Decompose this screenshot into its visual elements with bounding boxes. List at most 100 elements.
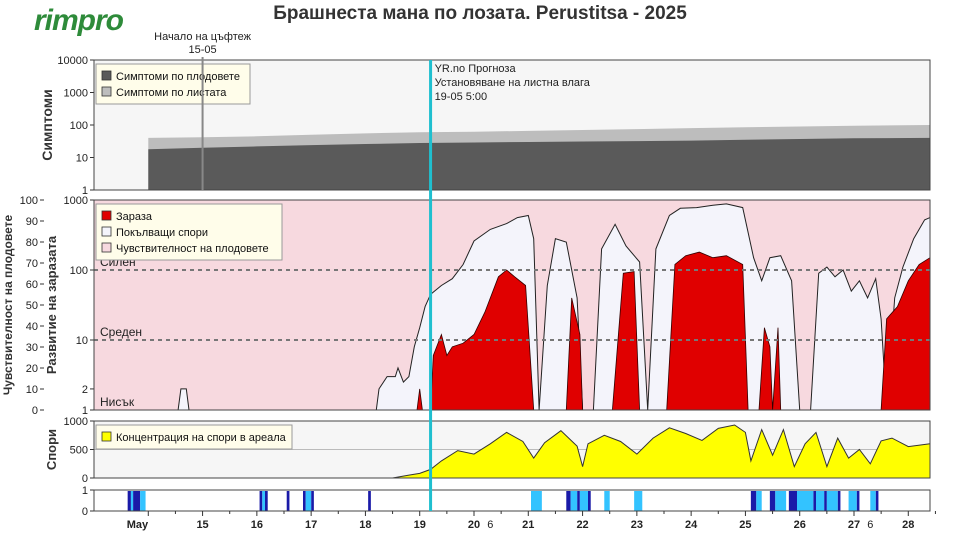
legend-entry: Симптоми по плодовете [116, 71, 240, 83]
panel-frame [93, 199, 931, 411]
x-tick-label: 20 [468, 519, 480, 531]
wetness-bar [127, 491, 131, 511]
y2-tick-label: 10 [26, 384, 38, 396]
wetness-bar [566, 491, 571, 511]
legend-entry: Концентрация на спори в ареала [116, 432, 287, 444]
risk-legend-box [95, 203, 283, 261]
y-tick-label: 100 [70, 120, 88, 132]
panel-frame [93, 59, 931, 191]
spores-axis-label: Спори [44, 429, 59, 470]
wetness-bar [133, 491, 141, 511]
x-tick-label: 19 [414, 519, 426, 531]
risk-legend: Зараза Покълващи спори Чувствителност на п… [95, 203, 283, 261]
wetness-bar [130, 491, 134, 511]
wetness-bar [588, 491, 591, 511]
wetness-bar [848, 491, 857, 511]
y-tick-label: 10 [76, 335, 88, 347]
spores-legend: Концентрация на спори в ареала [95, 424, 293, 450]
y-tick-label: 1000 [64, 88, 88, 100]
wetness-bar [305, 491, 312, 511]
wetness-bar [262, 491, 265, 511]
y-tick-label: 500 [70, 445, 88, 457]
wetness-bar [813, 491, 816, 511]
y-tick-label: 10 [76, 153, 88, 165]
y-tick-label: 1 [82, 405, 88, 417]
forecast-date: 19-05 5:00 [435, 91, 488, 103]
y2-tick-label: 40 [26, 321, 38, 333]
wetness-bar [788, 491, 797, 511]
y2-tick-label: 70 [26, 258, 38, 270]
y2-tick-label: 80 [26, 237, 38, 249]
panel-frame [93, 420, 931, 479]
x-tick-label: 21 [522, 519, 534, 531]
legend-swatch [101, 86, 112, 97]
wetness-bar [368, 491, 371, 511]
wetness-bar [875, 491, 879, 511]
wetness-bar [856, 491, 860, 511]
wetness-bar [259, 491, 263, 511]
y-tick-label: 10000 [57, 55, 88, 67]
wetness-bar [531, 491, 542, 511]
wetness-bar [570, 491, 578, 511]
legend-swatch [101, 226, 112, 237]
y-tick-label: 100 [70, 265, 88, 277]
y2-tick-label: 0 [32, 405, 38, 417]
x-tick-label: 25 [739, 519, 751, 531]
wetness-bar [816, 491, 825, 511]
infection-axis-label: Развитие на заразата [44, 235, 59, 374]
y-tick-label: 0 [82, 473, 88, 485]
wetness-bar [303, 491, 306, 511]
panel-frame [93, 489, 931, 512]
wetness-bar [577, 491, 580, 511]
y2-tick-label: 30 [26, 342, 38, 354]
wetness-bar [870, 491, 876, 511]
wetness-bar [604, 491, 610, 511]
x-tick-label: 26 [794, 519, 806, 531]
threshold-label: Нисък [100, 395, 135, 409]
leaf-wetness-label: Установяване на листна влага [435, 77, 591, 89]
bloom-start-label: Начало на цъфтеж [154, 31, 252, 43]
legend-entry: Зараза [116, 211, 153, 223]
wetness-bar [756, 491, 762, 511]
y-tick-label: 1000 [64, 416, 88, 428]
bloom-start-date: 15-05 [189, 44, 217, 56]
y2-tick-label: 90 [26, 216, 38, 228]
x-minor-label: 6 [487, 519, 493, 531]
y-tick-label: 1 [82, 185, 88, 197]
x-tick-label: 28 [902, 519, 914, 531]
wetness-bar [775, 491, 787, 511]
wetness-bar [750, 491, 757, 511]
susceptibility-axis-label: Чувствителност на плодовете [1, 215, 15, 396]
legend-entry: Симптоми по листата [116, 87, 227, 99]
rimpro-logo: rimpro [34, 4, 124, 37]
wetness-bar [634, 491, 643, 511]
wetness-bar [769, 491, 776, 511]
legend-swatch [101, 210, 112, 221]
wetness-bar [826, 491, 838, 511]
x-tick-label: 15 [196, 519, 208, 531]
germinating-spores-line [148, 203, 931, 411]
symptoms-axis-label: Симптоми [39, 89, 55, 161]
x-minor-label: 6 [867, 519, 873, 531]
y2-tick-label: 20 [26, 363, 38, 375]
x-tick-label: 17 [305, 519, 317, 531]
wetness-bar [824, 491, 827, 511]
x-tick-label: 24 [685, 519, 698, 531]
x-tick-label: May [127, 519, 149, 531]
x-tick-label: 18 [359, 519, 371, 531]
wetness-bar [837, 491, 841, 511]
x-tick-label: 16 [251, 519, 263, 531]
legend-swatch [101, 242, 112, 253]
spore-concentration-line [392, 424, 931, 479]
y-tick-label: 2 [82, 384, 88, 396]
spores-legend-box [95, 424, 293, 450]
forecast-label: YR.no Прогноза [435, 63, 517, 75]
x-tick-label: 23 [631, 519, 643, 531]
symptoms-legend-box [95, 63, 251, 105]
legend-swatch [101, 70, 112, 81]
wetness-bar [579, 491, 588, 511]
y-tick-label: 1000 [64, 195, 88, 207]
legend-entry: Покълващи спори [116, 227, 208, 239]
x-tick-label: 27 [848, 519, 860, 531]
